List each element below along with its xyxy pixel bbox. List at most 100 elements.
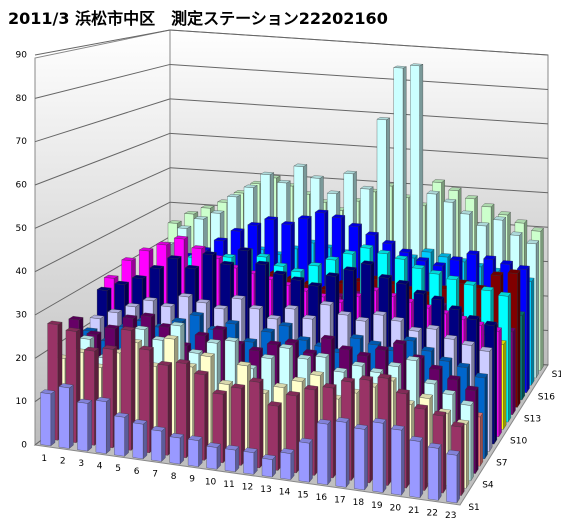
bar-front [187,439,199,467]
bar-side [50,390,56,447]
bar-front [206,446,218,470]
bar-side [456,450,460,504]
bar-side [124,413,129,457]
x-tick-label: 16 [316,493,328,503]
bar-side [438,443,442,501]
y-tick-label: 50 [16,224,28,234]
bar-side [424,405,428,492]
x-tick-label: 9 [189,475,195,485]
bar-side [475,386,479,475]
bar-side [406,389,410,489]
grid-line [34,201,171,273]
bar-front [317,422,328,485]
x-tick-label: 18 [353,498,365,508]
bar [353,424,368,491]
bar-side [259,378,264,469]
depth-tick-label: S16 [538,392,555,402]
bar-side [419,437,424,499]
bar-side [498,327,502,438]
bar [249,377,264,469]
bar-front [446,453,458,504]
bar [113,412,129,457]
depth-tick-label: S19 [552,370,561,380]
bar-side [531,277,535,386]
bar [206,442,221,470]
bar [446,449,460,504]
bar-side [540,227,544,372]
bar [261,454,277,478]
x-tick-label: 5 [115,464,121,474]
bar [316,419,332,486]
bar-front [169,436,181,465]
bar [280,448,295,481]
bar-front [58,386,70,449]
x-tick-label: 8 [171,472,177,482]
bar [77,398,93,452]
x-tick-label: 15 [297,490,308,500]
bar-side [466,420,470,489]
bar-side [512,327,516,416]
bar [187,435,203,468]
bar-front [391,428,402,496]
x-tick-label: 2 [60,456,66,466]
bar [298,437,313,483]
x-tick-label: 14 [279,488,291,498]
bar-side [443,411,447,494]
x-tick-label: 12 [242,483,253,493]
bars [40,63,544,504]
bar-side [253,448,258,475]
bar-side [309,439,313,483]
bar [58,383,74,449]
bar-front [372,421,384,493]
bar-side [235,446,240,473]
bar [372,418,387,494]
bar-side [161,427,166,462]
depth-tick-label: S1 [468,503,479,513]
x-tick-label: 22 [427,509,438,519]
bar-side [290,449,295,481]
y-tick-label: 0 [21,441,27,451]
bar [243,447,258,475]
grid-line [169,63,549,90]
bar-front [335,420,347,488]
y-tick-label: 40 [16,267,28,277]
bar-side [345,418,350,488]
bar-front [95,400,107,454]
grid-line [169,29,549,56]
bar [132,419,148,460]
bar-side [489,347,493,453]
bar [427,442,442,501]
bar [150,426,166,462]
bar [224,444,240,473]
grid-line [34,132,171,186]
depth-tick-label: S4 [482,481,494,491]
bar-front [40,392,51,447]
bar-side [535,240,539,379]
x-tick-label: 13 [260,485,271,495]
bar-front [151,429,162,462]
depth-tick-label: S7 [496,459,507,469]
bar-side [517,269,521,408]
y-tick-label: 80 [16,94,28,104]
x-tick-label: 20 [390,503,402,513]
bar-side [503,340,507,430]
bar-side [69,384,74,449]
bar-side [198,436,203,468]
bar-side [461,422,465,497]
grid-line [169,167,549,194]
bar [95,397,111,455]
bar [335,417,350,488]
bar [169,433,185,465]
x-tick-label: 7 [152,469,158,479]
grid-line [34,29,171,56]
bar-front [224,448,236,472]
x-tick-label: 3 [78,459,84,469]
grid-line [169,132,549,159]
depth-tick-label: S10 [510,437,527,447]
x-tick-label: 4 [97,462,103,472]
bar [409,436,424,499]
bar-front [77,401,88,452]
